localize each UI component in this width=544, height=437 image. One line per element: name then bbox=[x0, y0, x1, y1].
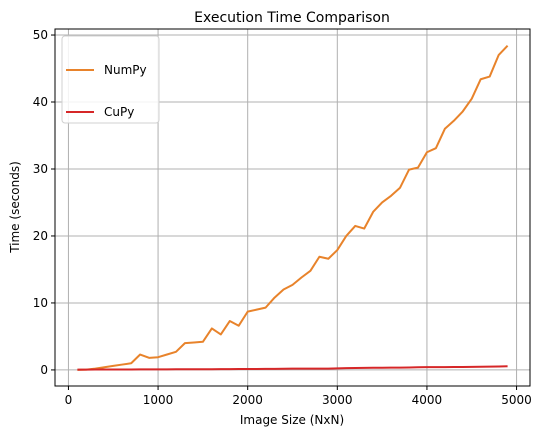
x-tick-label: 1000 bbox=[143, 393, 174, 407]
legend-box bbox=[61, 35, 160, 124]
series-line-cupy bbox=[77, 365, 508, 371]
chart-title: Execution Time Comparison bbox=[194, 10, 390, 26]
x-axis: 0 1000 2000 3000 4000 5000 bbox=[65, 386, 532, 407]
y-tick-label: 20 bbox=[33, 229, 48, 243]
y-axis: 0 10 20 30 40 50 bbox=[33, 28, 55, 377]
y-tick-label: 30 bbox=[33, 162, 48, 176]
x-tick-label: 0 bbox=[65, 393, 73, 407]
y-tick-label: 10 bbox=[33, 296, 48, 310]
x-tick-label: 3000 bbox=[322, 393, 353, 407]
y-axis-label: Time (seconds) bbox=[8, 161, 22, 254]
series-lines bbox=[77, 45, 509, 371]
legend-label-cupy: CuPy bbox=[104, 105, 134, 119]
x-tick-label: 2000 bbox=[232, 393, 263, 407]
legend-label-numpy: NumPy bbox=[104, 63, 147, 77]
y-tick-label: 50 bbox=[33, 28, 48, 42]
plot-frame bbox=[54, 28, 531, 387]
y-tick-label: 40 bbox=[33, 95, 48, 109]
y-tick-label: 0 bbox=[40, 363, 48, 377]
legend: NumPy CuPy bbox=[61, 35, 160, 124]
x-tick-label: 5000 bbox=[501, 393, 532, 407]
x-axis-label: Image Size (NxN) bbox=[240, 413, 344, 427]
series-line-numpy bbox=[77, 45, 509, 371]
x-tick-label: 4000 bbox=[412, 393, 443, 407]
